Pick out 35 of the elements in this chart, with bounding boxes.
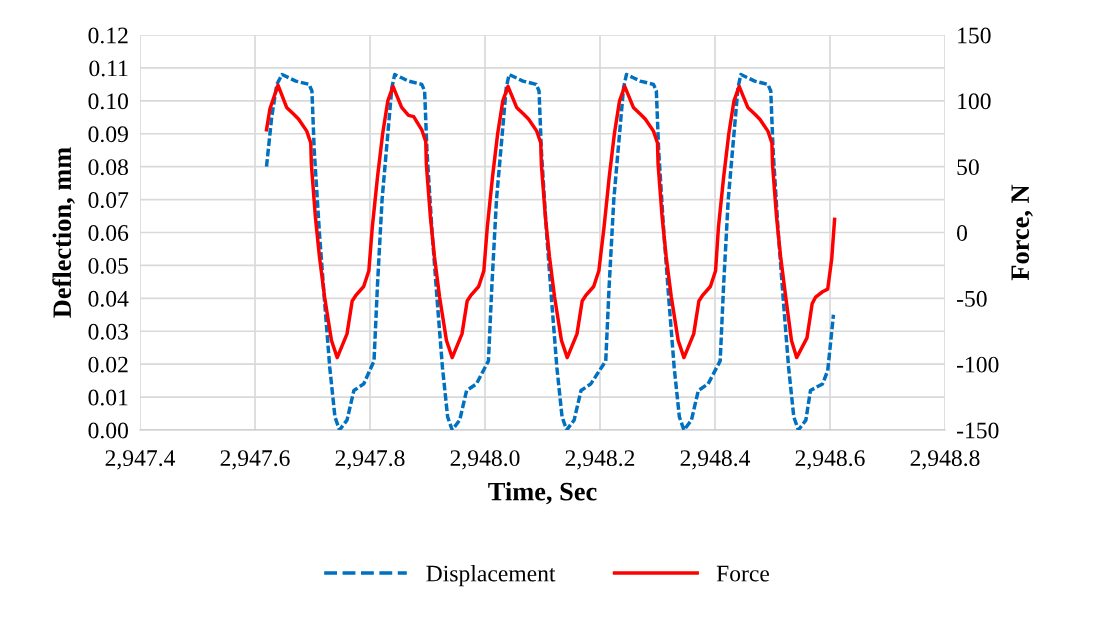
y2-tick-label: -150 [956, 422, 999, 439]
y-tick-label: 0.10 [88, 93, 128, 110]
y-tick-label: 0.06 [88, 224, 129, 242]
y2-tick-label: 150 [958, 27, 991, 44]
y-tick-label: 0.04 [88, 290, 129, 307]
x-tick-label: 2,947.4 [105, 450, 176, 470]
y-tick-label: 0.05 [88, 257, 128, 274]
y-tick-label: 0.01 [88, 389, 128, 406]
y-tick-label: 0.02 [88, 356, 128, 373]
y-tick-label: 0.03 [88, 323, 128, 340]
line-series [264, 72, 836, 430]
y2-axis-title: Force, N [1011, 184, 1033, 281]
y-tick-label: 0.09 [88, 126, 128, 143]
y2-tick-label: -100 [956, 356, 999, 373]
y2-tick-label: 100 [958, 93, 991, 110]
y2-tick-label: 0 [957, 224, 968, 241]
y2-tick-label: 50 [957, 159, 979, 176]
x-tick-label: 2,947.6 [220, 450, 290, 470]
y2-tick-label: -50 [956, 290, 987, 307]
y-tick-label: 0.07 [88, 192, 129, 209]
legend-label: Displacement [426, 564, 556, 587]
y-tick-label: 0.12 [88, 27, 128, 44]
line-series [264, 83, 837, 360]
x-tick-label: 2,948.0 [450, 450, 520, 470]
x-tick-label: 2,948.4 [680, 450, 751, 470]
y-tick-label: 0.11 [89, 60, 128, 77]
legend-label: Force [716, 565, 770, 582]
y-tick-label: 0.00 [88, 422, 128, 439]
x-tick-label: 2,948.6 [795, 450, 865, 470]
x-tick-label: 2,947.8 [335, 450, 405, 470]
y-axis-title: Deflection, mm [52, 147, 75, 318]
x-tick-label: 2,948.2 [565, 450, 635, 470]
y-tick-label: 0.08 [88, 159, 128, 176]
x-tick-label: 2,948.8 [910, 450, 980, 470]
x-axis-title: Time, Sec [488, 481, 597, 505]
